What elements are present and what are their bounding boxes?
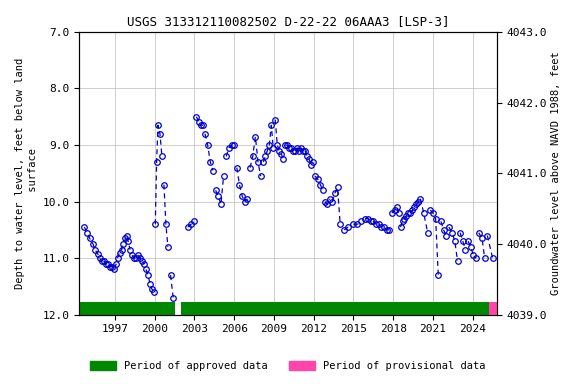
Legend: Period of approved data, Period of provisional data: Period of approved data, Period of provi… [86, 356, 490, 375]
Title: USGS 313312110082502 D-22-22 06AAA3 [LSP-3]: USGS 313312110082502 D-22-22 06AAA3 [LSP… [127, 15, 449, 28]
Y-axis label: Groundwater level above NAVD 1988, feet: Groundwater level above NAVD 1988, feet [551, 51, 561, 295]
Y-axis label: Depth to water level, feet below land
 surface: Depth to water level, feet below land su… [15, 58, 38, 289]
